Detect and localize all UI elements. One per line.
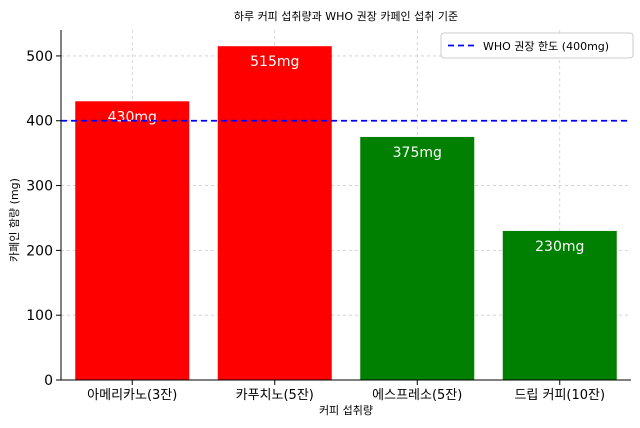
- x-tick-label: 에스프레소(5잔): [372, 388, 462, 403]
- y-tick-label: 200: [26, 243, 53, 259]
- chart-title: 하루 커피 섭취량과 WHO 권장 카페인 섭취 기준: [234, 9, 458, 23]
- bar: [217, 46, 332, 380]
- bar-value-label: 430mg: [108, 109, 157, 125]
- bar: [75, 101, 190, 380]
- y-axis-title: 카페인 함량 (mg): [8, 178, 21, 262]
- y-tick-label: 300: [26, 179, 53, 195]
- bar: [502, 230, 617, 380]
- x-axis-title: 커피 섭취량: [319, 404, 373, 417]
- bar-value-label: 230mg: [535, 239, 584, 255]
- bar: [360, 136, 475, 380]
- plot-area: 0 100 200 300 400 500 430mg 아메리카노(3잔) 515mg 카푸치노(…: [26, 30, 631, 403]
- y-tick-label: 100: [26, 308, 53, 324]
- legend-box: [440, 32, 634, 59]
- y-tick-label: 0: [44, 373, 53, 389]
- x-tick-label: 카푸치노(5잔): [236, 388, 314, 403]
- legend-label: WHO 권장 한도 (400mg): [483, 40, 609, 53]
- bar-value-label: 375mg: [393, 145, 442, 161]
- legend: WHO 권장 한도 (400mg): [440, 32, 634, 59]
- y-tick-label: 500: [26, 49, 53, 65]
- x-tick-label: 아메리카노(3잔): [87, 388, 177, 403]
- x-tick-label: 드립 커피(10잔): [514, 388, 605, 403]
- bar-value-label: 515mg: [250, 54, 299, 70]
- y-tick-label: 400: [26, 114, 53, 130]
